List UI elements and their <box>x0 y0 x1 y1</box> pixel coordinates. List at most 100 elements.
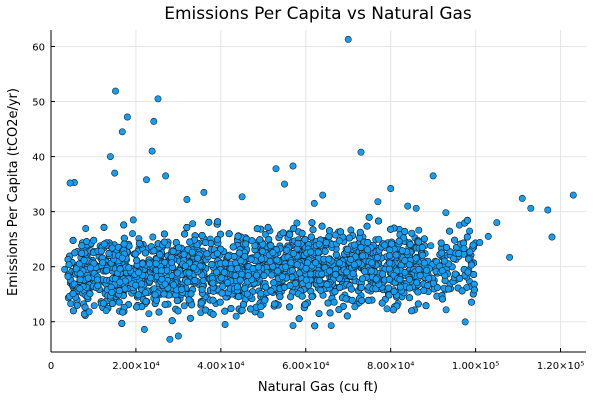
data-point <box>461 318 469 326</box>
data-point <box>395 237 403 245</box>
data-point <box>385 265 393 273</box>
data-point <box>375 235 383 243</box>
data-point <box>406 294 413 302</box>
data-point <box>253 225 261 233</box>
data-point <box>276 293 284 301</box>
data-point <box>90 302 98 310</box>
data-point <box>470 286 478 294</box>
data-point <box>309 226 317 234</box>
data-point <box>100 299 107 307</box>
data-point <box>295 315 303 323</box>
data-point <box>169 247 177 255</box>
data-point <box>286 231 294 238</box>
data-point <box>257 311 265 319</box>
chart-title: Emissions Per Capita vs Natural Gas <box>164 4 472 24</box>
data-point <box>142 289 150 297</box>
data-point <box>227 305 235 312</box>
data-point <box>266 257 274 265</box>
data-point <box>308 219 316 227</box>
data-point <box>446 227 454 235</box>
data-point <box>257 303 265 311</box>
data-point <box>100 223 108 231</box>
data-point <box>367 267 375 275</box>
data-point <box>451 270 459 278</box>
data-point <box>415 226 423 234</box>
data-point <box>440 257 448 265</box>
data-point <box>189 220 197 228</box>
data-point <box>73 301 81 309</box>
data-point <box>209 296 217 304</box>
data-point <box>401 257 409 265</box>
data-point <box>282 263 290 271</box>
data-point <box>326 227 333 235</box>
data-point <box>408 307 416 315</box>
data-point <box>359 252 367 260</box>
data-point <box>433 284 441 292</box>
data-point <box>229 243 237 251</box>
data-point <box>331 288 339 296</box>
data-point <box>221 307 229 315</box>
data-point <box>129 230 136 238</box>
data-point <box>437 239 445 247</box>
data-point <box>180 302 188 310</box>
data-point <box>178 285 186 293</box>
data-point <box>120 221 128 229</box>
data-point <box>279 229 287 237</box>
data-point <box>69 290 77 298</box>
data-point <box>115 298 123 306</box>
data-point <box>383 305 391 313</box>
data-point <box>418 244 426 252</box>
data-point <box>232 312 240 320</box>
data-point <box>131 250 139 258</box>
data-point <box>350 241 358 249</box>
data-point <box>342 295 350 303</box>
data-point <box>129 216 137 224</box>
data-point <box>388 240 396 248</box>
data-point <box>286 282 294 289</box>
data-point <box>378 299 386 307</box>
data-point <box>155 308 163 316</box>
data-point <box>71 249 79 257</box>
data-point <box>321 247 329 255</box>
data-point <box>308 293 316 301</box>
data-point <box>185 296 193 304</box>
data-point <box>332 231 339 239</box>
data-point <box>82 225 90 232</box>
data-point <box>168 317 176 325</box>
data-point <box>414 300 422 308</box>
data-point <box>420 259 428 267</box>
data-point <box>283 246 291 254</box>
data-point <box>67 300 75 308</box>
data-point <box>375 217 382 225</box>
data-point <box>451 236 459 244</box>
data-point <box>422 302 430 310</box>
data-point <box>214 235 221 243</box>
data-point <box>216 298 224 306</box>
data-point <box>133 256 141 264</box>
data-point <box>198 232 206 239</box>
data-point <box>235 293 243 301</box>
data-point <box>108 244 116 252</box>
data-point <box>268 271 276 279</box>
data-point <box>356 228 364 236</box>
data-point <box>359 275 366 283</box>
data-point <box>219 282 227 290</box>
data-point <box>264 223 272 231</box>
data-point <box>443 244 450 251</box>
data-point <box>287 293 295 301</box>
data-point <box>390 288 398 296</box>
data-point <box>160 230 168 238</box>
data-point <box>202 306 210 314</box>
data-point <box>83 238 91 246</box>
data-point <box>257 290 265 298</box>
data-point <box>90 236 98 244</box>
data-point <box>78 242 86 250</box>
data-point <box>468 298 475 306</box>
data-point <box>439 295 446 303</box>
data-point <box>286 303 293 311</box>
data-point <box>118 319 126 327</box>
data-point <box>139 260 146 268</box>
data-point <box>238 306 246 314</box>
data-point <box>248 237 256 245</box>
data-point <box>209 310 217 318</box>
